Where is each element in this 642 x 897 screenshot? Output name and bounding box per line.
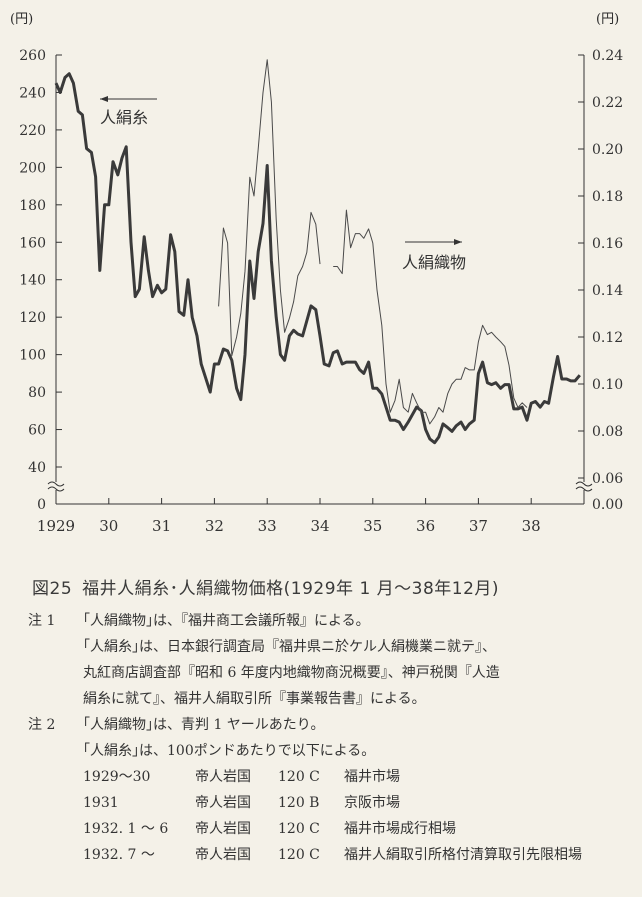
x-tick-label: 36 bbox=[416, 517, 435, 535]
yarn-source-table: 1929〜30 帝人岩国 120 C 福井市場 1931 帝人岩国 120 B … bbox=[83, 764, 582, 868]
x-tick-label: 33 bbox=[258, 517, 277, 535]
right-axis-break bbox=[575, 481, 593, 492]
fabric-annotation: 人絹織物 bbox=[402, 253, 466, 272]
right-tick-label: 0.00 bbox=[592, 497, 623, 513]
table-row: 1932. 1 〜 6 帝人岩国 120 C 福井市場成行相場 bbox=[83, 816, 582, 842]
axis-break-mark bbox=[47, 481, 65, 487]
series-line-rayon-fabric bbox=[333, 209, 528, 425]
axis-break-mark bbox=[47, 486, 65, 492]
yarn-arrow-head bbox=[100, 96, 108, 102]
left-tick-label: 180 bbox=[19, 198, 46, 214]
x-tick-label: 1929 bbox=[37, 517, 75, 535]
period-cell: 1932. 1 〜 6 bbox=[83, 821, 169, 837]
series-line-rayon-yarn bbox=[54, 72, 581, 445]
note-1-line: 丸紅商店調査部『昭和 6 年度内地織物商況概要』、神戸税関『人造 bbox=[83, 665, 500, 681]
left-tick-label: 140 bbox=[19, 273, 46, 289]
x-tick-label: 31 bbox=[152, 517, 171, 535]
note-2-body: ｢人絹織物｣は、青判 1 ヤールあたり。 ｢人絹糸｣は、100ポンドあたりで以下… bbox=[83, 712, 628, 868]
note-1-line: ｢人絹糸｣は、日本銀行調査局『福井県ニ於ケル人絹機業ニ就テ』、 bbox=[83, 639, 496, 655]
note-1-line: ｢人絹織物｣は、『福井商工会議所報』による。 bbox=[83, 613, 370, 629]
market-cell: 福井市場 bbox=[344, 769, 400, 785]
right-tick-label: 0.22 bbox=[592, 95, 623, 111]
price-chart: 0 40 60 80 100 120 140 160 180 200 220 240 260 0.00 0.… bbox=[19, 48, 623, 535]
note-2: 注 2 ｢人絹織物｣は、青判 1 ヤールあたり。 ｢人絹糸｣は、100ポンドあた… bbox=[28, 712, 628, 868]
right-tick-label: 0.06 bbox=[592, 471, 623, 487]
left-axis-unit: (円) bbox=[10, 12, 34, 27]
series-line-rayon-fabric bbox=[218, 59, 321, 357]
x-tick-label: 38 bbox=[522, 517, 541, 535]
left-tick-label: 160 bbox=[19, 235, 46, 251]
market-cell: 福井人絹取引所格付清算取引先限相場 bbox=[344, 847, 582, 863]
left-axis-break bbox=[47, 481, 65, 492]
figure-number: 図25 bbox=[32, 579, 73, 599]
notes: 注 1 ｢人絹織物｣は、『福井商工会議所報』による。 ｢人絹糸｣は、日本銀行調査… bbox=[28, 608, 628, 868]
left-tick-label: 0 bbox=[37, 497, 46, 513]
note-1-line: 絹糸に就て』、福井人絹取引所『事業報告書』による。 bbox=[83, 691, 426, 707]
right-tick-label: 0.12 bbox=[592, 330, 623, 346]
left-tick-label: 80 bbox=[28, 385, 46, 401]
right-tick-label: 0.08 bbox=[592, 424, 623, 440]
x-tick-label: 34 bbox=[310, 517, 329, 535]
left-tick-label: 120 bbox=[19, 310, 46, 326]
brand-cell: 帝人岩国 bbox=[195, 821, 251, 837]
table-row: 1931 帝人岩国 120 B 京阪市場 bbox=[83, 790, 582, 816]
note-2-line: ｢人絹織物｣は、青判 1 ヤールあたり。 bbox=[83, 717, 325, 733]
x-tick-label: 37 bbox=[469, 517, 488, 535]
left-tick-label: 60 bbox=[28, 423, 46, 439]
left-tick-label: 200 bbox=[19, 160, 46, 176]
table-row: 1932. 7 〜 帝人岩国 120 C 福井人絹取引所格付清算取引先限相場 bbox=[83, 842, 582, 868]
grade-cell: 120 C bbox=[278, 821, 320, 837]
note-1: 注 1 ｢人絹織物｣は、『福井商工会議所報』による。 ｢人絹糸｣は、日本銀行調査… bbox=[28, 608, 628, 712]
right-tick-label: 0.10 bbox=[592, 377, 623, 393]
table-row: 1929〜30 帝人岩国 120 C 福井市場 bbox=[83, 764, 582, 790]
figure-title: 福井人絹糸･人絹織物価格(1929年 1 月〜38年12月) bbox=[82, 579, 500, 599]
right-tick-label: 0.20 bbox=[592, 142, 623, 158]
left-tick-label: 260 bbox=[19, 48, 46, 64]
right-axis-unit: (円) bbox=[596, 12, 620, 27]
axis-break-gap bbox=[48, 482, 64, 490]
period-cell: 1929〜30 bbox=[83, 769, 151, 785]
axis-break-gap bbox=[576, 482, 592, 490]
axis-break-mark bbox=[575, 481, 593, 487]
figure-caption: 図25 福井人絹糸･人絹織物価格(1929年 1 月〜38年12月) bbox=[32, 574, 499, 599]
fabric-arrow-head bbox=[454, 239, 462, 245]
grade-cell: 120 C bbox=[278, 847, 320, 863]
market-cell: 京阪市場 bbox=[344, 795, 400, 811]
axis-break-mark bbox=[575, 486, 593, 492]
right-tick-label: 0.16 bbox=[592, 236, 623, 252]
note-1-label: 注 1 bbox=[28, 613, 56, 629]
grade-cell: 120 C bbox=[278, 769, 320, 785]
note-2-label: 注 2 bbox=[28, 717, 56, 733]
left-tick-label: 40 bbox=[28, 460, 46, 476]
left-tick-label: 220 bbox=[19, 123, 46, 139]
market-cell: 福井市場成行相場 bbox=[344, 821, 456, 837]
right-tick-label: 0.14 bbox=[592, 283, 623, 299]
brand-cell: 帝人岩国 bbox=[195, 769, 251, 785]
note-2-line: ｢人絹糸｣は、100ポンドあたりで以下による。 bbox=[83, 743, 376, 759]
period-cell: 1931 bbox=[83, 795, 119, 811]
right-tick-label: 0.24 bbox=[592, 48, 623, 64]
brand-cell: 帝人岩国 bbox=[195, 795, 251, 811]
left-tick-label: 100 bbox=[19, 348, 46, 364]
left-tick-label: 240 bbox=[19, 85, 46, 101]
brand-cell: 帝人岩国 bbox=[195, 847, 251, 863]
right-tick-label: 0.18 bbox=[592, 189, 623, 205]
x-tick-label: 35 bbox=[363, 517, 382, 535]
yarn-annotation: 人絹糸 bbox=[100, 108, 148, 127]
period-cell: 1932. 7 〜 bbox=[83, 847, 155, 863]
note-1-body: ｢人絹織物｣は、『福井商工会議所報』による。 ｢人絹糸｣は、日本銀行調査局『福井… bbox=[83, 608, 628, 712]
grade-cell: 120 B bbox=[278, 795, 320, 811]
x-tick-label: 32 bbox=[205, 517, 224, 535]
x-tick-label: 30 bbox=[99, 517, 118, 535]
